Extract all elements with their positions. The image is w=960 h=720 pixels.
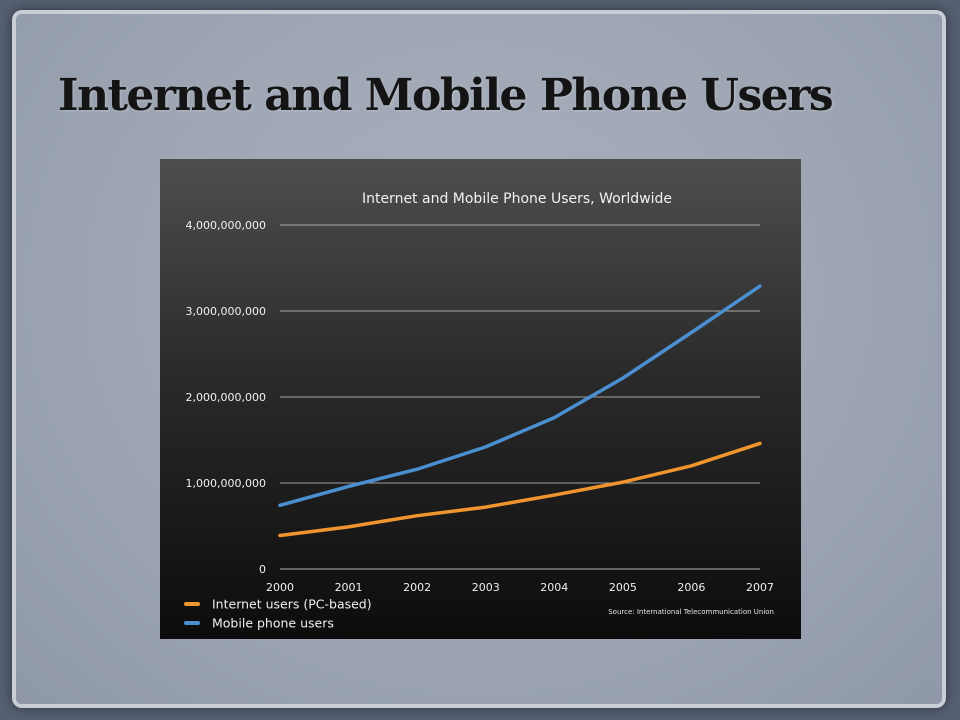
legend-label: Internet users (PC-based) bbox=[212, 597, 372, 612]
x-tick-label: 2005 bbox=[609, 581, 637, 594]
y-tick-label: 3,000,000,000 bbox=[186, 305, 266, 318]
x-tick-label: 2003 bbox=[472, 581, 500, 594]
slide-title: Internet and Mobile Phone Users bbox=[58, 70, 834, 121]
x-tick-label: 2006 bbox=[677, 581, 705, 594]
x-tick-label: 2001 bbox=[335, 581, 363, 594]
x-tick-label: 2007 bbox=[746, 581, 774, 594]
y-tick-label: 0 bbox=[259, 563, 266, 576]
y-tick-label: 2,000,000,000 bbox=[186, 391, 266, 404]
y-tick-label: 4,000,000,000 bbox=[186, 219, 266, 232]
x-tick-label: 2004 bbox=[540, 581, 568, 594]
x-tick-label: 2002 bbox=[403, 581, 431, 594]
y-tick-label: 1,000,000,000 bbox=[186, 477, 266, 490]
chart-panel: Internet and Mobile Phone Users, Worldwi… bbox=[160, 159, 801, 639]
chart-title: Internet and Mobile Phone Users, Worldwi… bbox=[362, 191, 672, 207]
series-line bbox=[278, 284, 762, 508]
chart-source: Source: International Telecommunication … bbox=[608, 608, 774, 616]
legend-label: Mobile phone users bbox=[212, 616, 334, 631]
line-chart: Internet and Mobile Phone Users, Worldwi… bbox=[184, 191, 774, 631]
series-line bbox=[278, 441, 762, 538]
x-tick-label: 2000 bbox=[266, 581, 294, 594]
